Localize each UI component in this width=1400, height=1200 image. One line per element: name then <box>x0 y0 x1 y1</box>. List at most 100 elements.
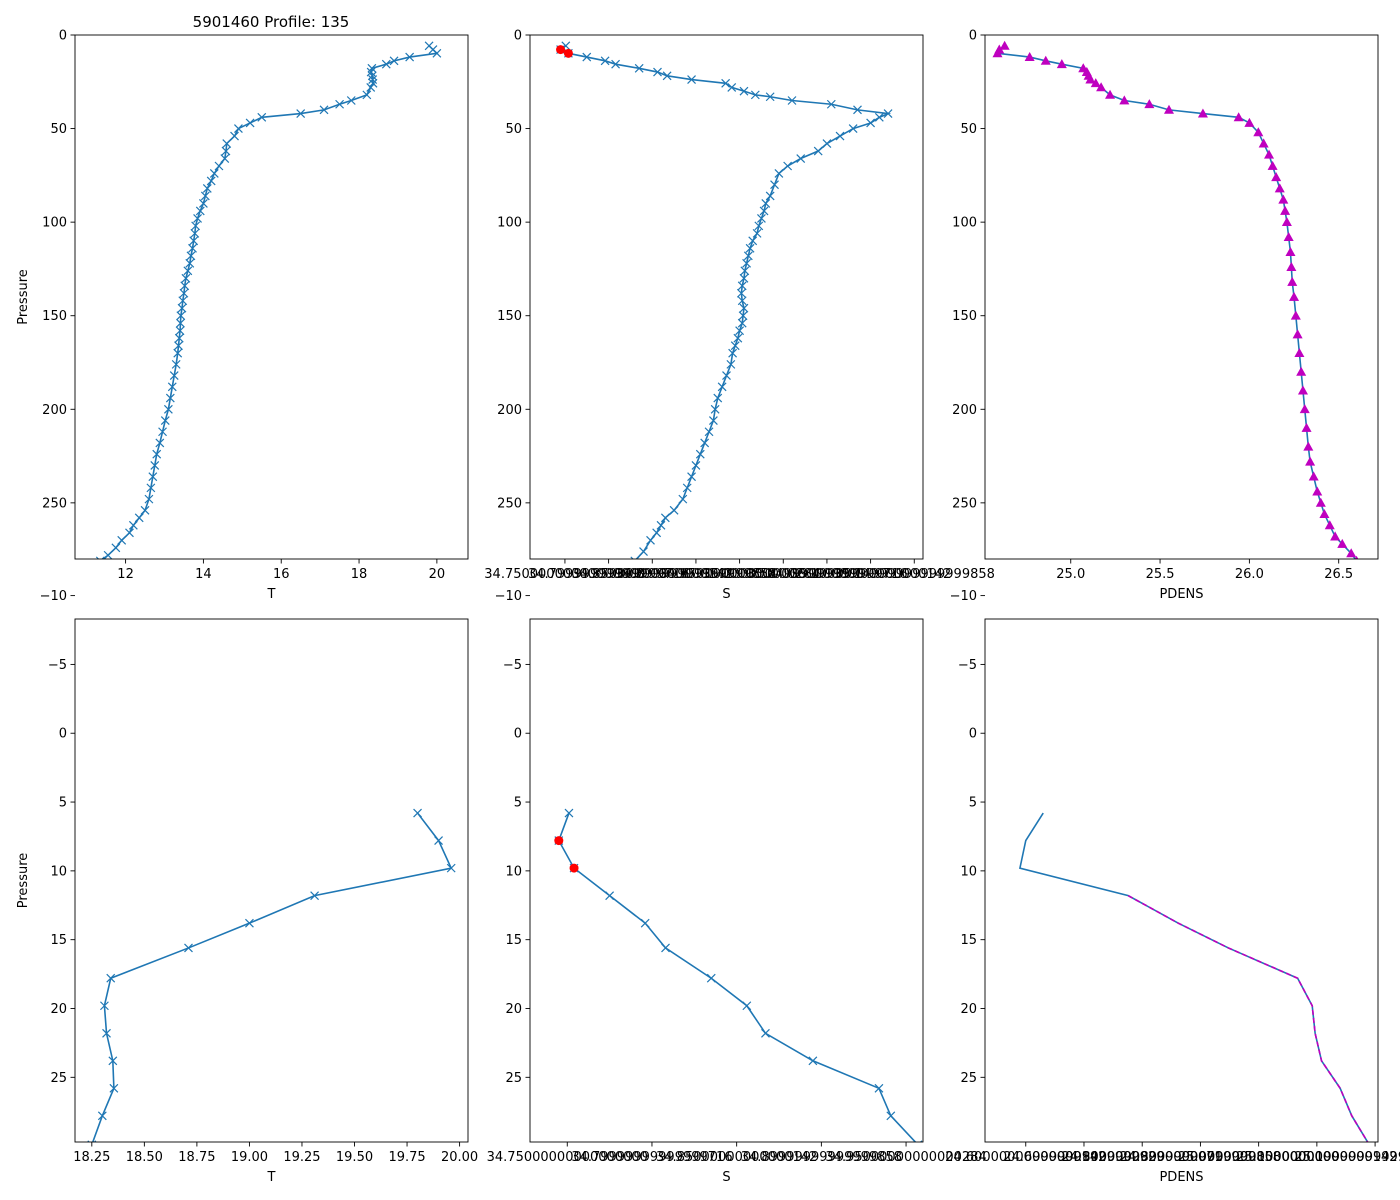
data-point <box>184 943 193 953</box>
data-point <box>605 891 615 901</box>
data-point <box>600 56 610 66</box>
x-tick-label: 18.25 <box>73 1150 110 1165</box>
data-point <box>148 472 158 482</box>
data-point <box>1278 194 1289 204</box>
data-point <box>1315 497 1326 507</box>
data-point <box>200 191 210 201</box>
data-point <box>678 494 688 504</box>
x-tick-label: 35.10000000000000142 <box>790 567 951 582</box>
x-tick-label: 34.79999999999999716 <box>571 1150 732 1165</box>
data-point <box>1283 231 1294 242</box>
data-point <box>745 243 755 253</box>
data-point <box>99 1001 109 1011</box>
data-point <box>656 520 666 530</box>
y-tick-label: 25 <box>960 1071 977 1086</box>
data-point <box>735 326 745 336</box>
data-point <box>220 154 230 163</box>
y-tick-label: 5 <box>969 796 977 811</box>
panel-top-salinity: 34.7500000000000000034.79999999999999716… <box>484 29 995 603</box>
data-point <box>202 184 212 193</box>
plot-area <box>1018 812 1369 1142</box>
data-point <box>180 281 190 291</box>
x-tick-label: 24.60000000000000142 <box>945 1150 1106 1165</box>
x-axis-label: S <box>722 587 730 602</box>
data-point <box>1324 520 1335 530</box>
data-point <box>739 273 749 283</box>
x-tick-label: 34.85000000000000142 <box>572 567 733 582</box>
x-tick-label: 25.10000000000000142 <box>1236 1150 1397 1165</box>
axes-frame <box>529 34 924 560</box>
data-point <box>726 359 736 369</box>
x-tick-label: 25.00000000000000000 <box>1178 1150 1339 1165</box>
data-point <box>1233 112 1244 122</box>
figure-title: 5901460 Profile: 135 <box>193 13 350 31</box>
data-point <box>646 535 655 545</box>
x-tick-label: 34.89999999999999858 <box>741 1150 902 1165</box>
data-point <box>736 288 746 298</box>
y-tick-label: −5 <box>503 658 522 673</box>
data-point <box>874 1083 884 1093</box>
x-tick-label: 34.95000000000000284 <box>659 567 820 582</box>
data-point <box>737 296 747 306</box>
data-point <box>730 341 740 351</box>
data-point <box>163 404 173 414</box>
data-point <box>1308 471 1319 481</box>
x-tick-label: 18.50 <box>126 1150 163 1165</box>
data-point <box>883 109 893 119</box>
axes-frame <box>984 34 1379 560</box>
data-point <box>150 461 160 470</box>
y-tick-label: 150 <box>42 309 67 324</box>
data-point <box>368 75 378 84</box>
x-axis-label: T <box>267 1170 276 1185</box>
data-point <box>1294 348 1305 358</box>
data-point <box>742 1001 752 1011</box>
y-tick-label: 0 <box>969 29 977 44</box>
y-axis-label: Pressure <box>16 853 31 909</box>
data-point <box>165 393 175 403</box>
y-tick-label: 0 <box>59 727 67 742</box>
plot-area <box>992 40 1359 559</box>
data-point <box>367 71 377 81</box>
data-point <box>134 513 144 523</box>
plot-area <box>87 808 456 1142</box>
x-tick-label: 16 <box>273 567 290 582</box>
flagged-point <box>556 45 566 55</box>
overlay-line <box>1127 894 1369 1142</box>
data-point <box>206 176 216 186</box>
data-point <box>765 92 775 102</box>
x-tick-label: 18.75 <box>178 1150 215 1165</box>
x-tick-label: 12 <box>117 567 134 582</box>
data-point <box>1303 441 1314 451</box>
data-point <box>710 404 720 414</box>
y-tick-label: 250 <box>497 496 522 511</box>
data-point <box>1287 276 1298 286</box>
y-tick-label: 50 <box>960 122 977 137</box>
data-point <box>687 472 696 482</box>
data-point <box>245 918 254 928</box>
data-point <box>754 221 764 231</box>
x-tick-label: 34.85000000000000142 <box>656 1150 817 1165</box>
y-tick-label: 100 <box>952 216 977 231</box>
data-point <box>728 348 738 358</box>
data-point <box>185 258 195 268</box>
data-point <box>661 943 670 953</box>
data-point <box>639 547 648 556</box>
y-tick-label: 5 <box>514 796 522 811</box>
data-point <box>611 59 621 69</box>
x-tick-label: 20 <box>429 567 446 582</box>
data-point <box>413 808 422 818</box>
data-point <box>1085 74 1096 84</box>
data-point <box>186 251 196 261</box>
data-point <box>169 371 179 381</box>
data-point <box>155 438 165 448</box>
data-point <box>1281 217 1292 227</box>
data-point <box>173 348 183 358</box>
x-tick-label: 19.75 <box>388 1150 425 1165</box>
y-tick-label: −5 <box>48 658 67 673</box>
data-point <box>446 863 456 873</box>
y-tick-label: 50 <box>50 122 67 137</box>
y-axis-label: Pressure <box>16 269 31 325</box>
data-point <box>1337 538 1348 548</box>
data-point <box>1286 261 1297 271</box>
